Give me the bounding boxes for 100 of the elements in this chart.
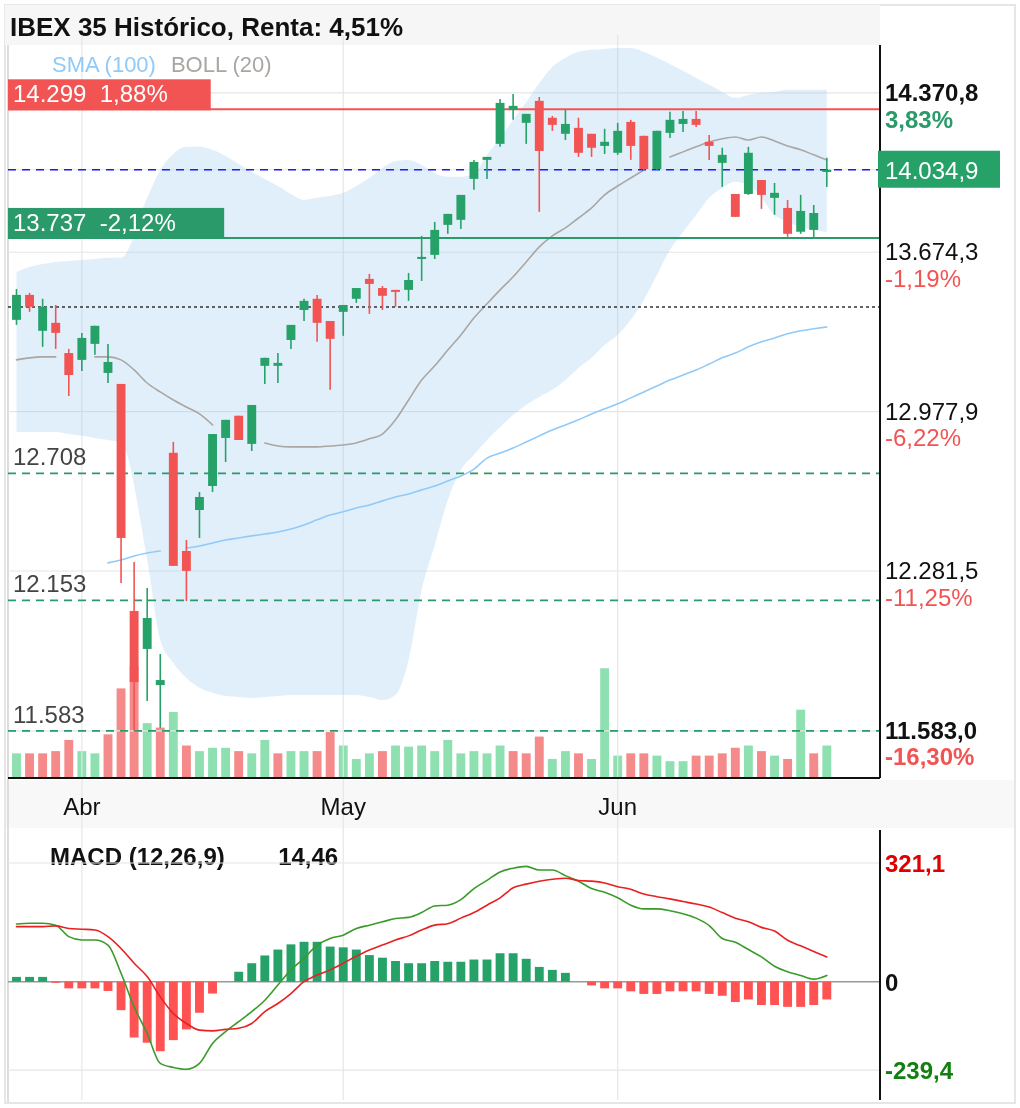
bar bbox=[639, 753, 649, 778]
bar bbox=[809, 981, 819, 1005]
bar bbox=[652, 755, 662, 778]
bar bbox=[25, 976, 35, 982]
bar bbox=[234, 751, 244, 778]
x-tick-label: Jun bbox=[598, 793, 638, 820]
ref-line-label: 14.299 1,88% bbox=[13, 80, 168, 108]
bar bbox=[730, 981, 740, 1003]
ref-line-label: 13.737 -2,12% bbox=[13, 208, 176, 236]
y-tick-label: -239,4 bbox=[885, 1057, 954, 1085]
bar bbox=[273, 949, 283, 982]
candlestick bbox=[378, 285, 387, 311]
bar bbox=[743, 745, 753, 778]
bar bbox=[90, 981, 100, 989]
bar bbox=[560, 972, 570, 982]
bar bbox=[364, 753, 374, 778]
candlestick bbox=[704, 134, 714, 161]
bar bbox=[168, 981, 178, 1041]
bar bbox=[783, 758, 793, 778]
bar bbox=[783, 981, 793, 1007]
ref-line-label: 12.708 bbox=[13, 443, 87, 471]
candlestick bbox=[364, 273, 374, 315]
bar bbox=[730, 747, 740, 778]
bar bbox=[430, 751, 440, 778]
text: BOLL (20) bbox=[170, 52, 272, 77]
text: 14,46 bbox=[278, 843, 339, 870]
bar bbox=[639, 981, 649, 994]
bar bbox=[574, 753, 583, 778]
bar bbox=[430, 961, 440, 982]
bar bbox=[613, 981, 623, 989]
bar bbox=[195, 751, 204, 778]
y-tick-label: 14.034,9 bbox=[885, 156, 979, 184]
candlestick bbox=[508, 93, 518, 121]
y-tick-label: 13.674,3 bbox=[885, 238, 979, 266]
candlestick bbox=[600, 127, 610, 155]
candlestick bbox=[103, 343, 113, 384]
y2-tick-label: -11,25% bbox=[885, 583, 973, 611]
bar bbox=[12, 976, 21, 982]
bar bbox=[273, 753, 283, 778]
bar bbox=[404, 746, 414, 778]
candlestick bbox=[286, 324, 296, 350]
candlestick bbox=[665, 111, 675, 139]
bar bbox=[364, 955, 374, 982]
bar bbox=[64, 981, 74, 989]
bar bbox=[38, 753, 48, 778]
bar bbox=[757, 751, 766, 778]
candlestick bbox=[521, 113, 531, 145]
bar bbox=[770, 755, 779, 778]
bar bbox=[25, 753, 35, 778]
bar bbox=[260, 955, 270, 982]
bar bbox=[717, 753, 727, 778]
candlestick bbox=[260, 357, 270, 385]
bar bbox=[404, 963, 414, 982]
bar bbox=[181, 981, 191, 1030]
bar bbox=[809, 753, 819, 778]
candlestick bbox=[51, 304, 61, 350]
bar bbox=[351, 949, 361, 982]
text: SMA (100) bbox=[52, 52, 156, 77]
bar bbox=[547, 969, 557, 982]
x-tick-label: May bbox=[320, 793, 366, 820]
bar bbox=[155, 727, 165, 778]
bar bbox=[560, 751, 570, 778]
bar bbox=[208, 981, 217, 994]
bar bbox=[391, 961, 400, 982]
ref-line-label: 12.153 bbox=[13, 570, 87, 598]
candlestick bbox=[613, 122, 623, 156]
candlestick bbox=[469, 159, 479, 191]
bar bbox=[260, 739, 270, 778]
bar bbox=[757, 981, 766, 1005]
candlestick bbox=[195, 491, 204, 539]
bar bbox=[704, 981, 714, 994]
line-series bbox=[15, 877, 828, 1032]
bar bbox=[743, 981, 753, 1000]
bar bbox=[12, 753, 21, 778]
bar bbox=[691, 755, 701, 778]
bar bbox=[90, 753, 100, 778]
candlestick bbox=[64, 348, 74, 397]
candlestick bbox=[221, 419, 231, 463]
bar bbox=[142, 981, 152, 1043]
y-tick-label: 11.583,0 bbox=[885, 716, 978, 744]
bar bbox=[38, 976, 48, 982]
y-tick-label: 12.281,5 bbox=[885, 557, 979, 585]
bar bbox=[391, 745, 400, 778]
bar bbox=[195, 981, 204, 1013]
candlestick bbox=[757, 179, 766, 210]
bar bbox=[312, 941, 322, 982]
bar bbox=[822, 745, 832, 778]
candlestick bbox=[796, 194, 806, 235]
bar bbox=[626, 753, 636, 778]
text: MACD (12,26,9) bbox=[50, 843, 225, 870]
bar bbox=[508, 953, 518, 982]
candlestick bbox=[822, 157, 832, 188]
bar bbox=[77, 981, 87, 989]
bar bbox=[521, 753, 531, 778]
bar bbox=[770, 981, 779, 1005]
bar bbox=[600, 981, 610, 989]
bar bbox=[443, 961, 453, 982]
candlestick bbox=[90, 325, 100, 356]
candlestick bbox=[560, 109, 570, 141]
candlestick bbox=[25, 292, 35, 313]
